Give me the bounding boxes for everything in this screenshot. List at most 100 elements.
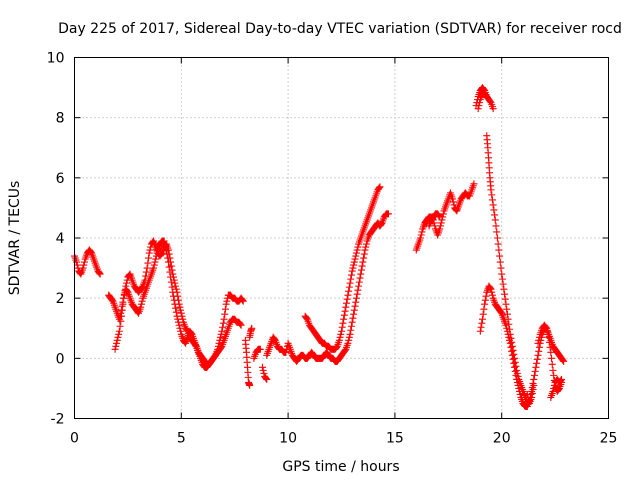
data-point xyxy=(488,196,496,204)
data-point xyxy=(121,286,129,294)
data-point xyxy=(239,297,247,305)
data-point xyxy=(377,220,385,228)
data-point xyxy=(95,269,103,277)
series-seg11 xyxy=(425,210,444,230)
data-point xyxy=(96,270,104,278)
data-point xyxy=(506,336,514,344)
data-point xyxy=(351,255,359,263)
data-point xyxy=(490,206,498,214)
data-point xyxy=(493,228,501,236)
series-seg13 xyxy=(474,90,491,113)
grid-layer xyxy=(74,57,609,419)
data-point xyxy=(214,342,222,350)
data-point xyxy=(351,302,359,310)
data-point xyxy=(361,246,369,254)
data-point xyxy=(113,336,121,344)
data-point xyxy=(113,339,121,347)
data-point xyxy=(142,268,150,276)
data-point xyxy=(511,367,519,375)
data-point xyxy=(168,283,176,291)
data-point xyxy=(505,333,513,341)
series-seg10 xyxy=(412,180,478,254)
data-point xyxy=(435,212,443,220)
data-point xyxy=(350,306,358,314)
data-point xyxy=(500,285,508,293)
data-point xyxy=(507,343,515,351)
data-point xyxy=(493,234,501,242)
data-point xyxy=(503,310,511,318)
data-point xyxy=(338,323,346,331)
data-point xyxy=(120,294,128,302)
data-point xyxy=(482,92,490,100)
data-point xyxy=(510,359,518,367)
data-point xyxy=(491,216,499,224)
data-point xyxy=(353,246,361,254)
data-point xyxy=(87,248,95,256)
data-point xyxy=(346,279,354,287)
data-point xyxy=(216,333,224,341)
data-point xyxy=(119,300,127,308)
data-point xyxy=(183,326,191,334)
data-point xyxy=(333,343,341,351)
series-seg3 xyxy=(111,237,247,368)
data-point xyxy=(497,308,505,316)
data-point xyxy=(115,327,123,335)
data-point xyxy=(345,287,353,295)
series-seg8 xyxy=(263,210,392,365)
data-point xyxy=(152,255,160,263)
data-point xyxy=(192,341,200,349)
data-point xyxy=(549,387,557,395)
data-point xyxy=(166,254,174,262)
data-point xyxy=(449,198,457,206)
data-point xyxy=(353,290,361,298)
data-point xyxy=(343,295,351,303)
x-tick-label: 20 xyxy=(493,431,511,447)
data-point xyxy=(503,305,511,313)
data-point xyxy=(172,308,180,316)
data-point xyxy=(342,303,350,311)
data-point xyxy=(550,384,558,392)
y-tick-label: 4 xyxy=(56,231,65,247)
data-point xyxy=(79,264,87,272)
data-point xyxy=(263,375,271,383)
y-tick-label: 8 xyxy=(56,111,65,127)
data-point xyxy=(115,330,123,338)
data-point xyxy=(177,309,185,317)
data-point xyxy=(486,98,494,106)
data-point xyxy=(137,300,145,308)
data-point xyxy=(342,299,350,307)
data-point xyxy=(480,305,488,313)
data-point xyxy=(344,291,352,299)
data-point xyxy=(533,355,541,363)
data-point xyxy=(349,314,357,322)
x-tick-label: 15 xyxy=(386,431,404,447)
data-point xyxy=(486,284,494,292)
data-point xyxy=(499,280,507,288)
data-point xyxy=(246,381,254,389)
data-point xyxy=(530,371,538,379)
data-point xyxy=(211,352,219,360)
data-point xyxy=(509,355,517,363)
data-point xyxy=(258,363,266,371)
data-point xyxy=(150,264,158,272)
data-point xyxy=(437,219,445,227)
data-point xyxy=(172,304,180,312)
data-point xyxy=(535,347,543,355)
data-point xyxy=(508,347,516,355)
data-point xyxy=(176,303,184,311)
data-point xyxy=(557,376,565,384)
data-point xyxy=(170,276,178,284)
data-point xyxy=(477,323,485,331)
data-point xyxy=(470,180,478,188)
data-point xyxy=(122,279,130,287)
series-seg7 xyxy=(258,363,271,383)
data-point xyxy=(481,300,489,308)
data-point xyxy=(545,338,553,346)
data-point xyxy=(145,249,153,257)
data-point xyxy=(350,310,358,318)
data-point xyxy=(178,312,186,320)
data-point xyxy=(436,225,444,233)
x-tick-label: 25 xyxy=(600,431,618,447)
data-point xyxy=(513,375,521,383)
x-tick-label: 10 xyxy=(279,431,297,447)
